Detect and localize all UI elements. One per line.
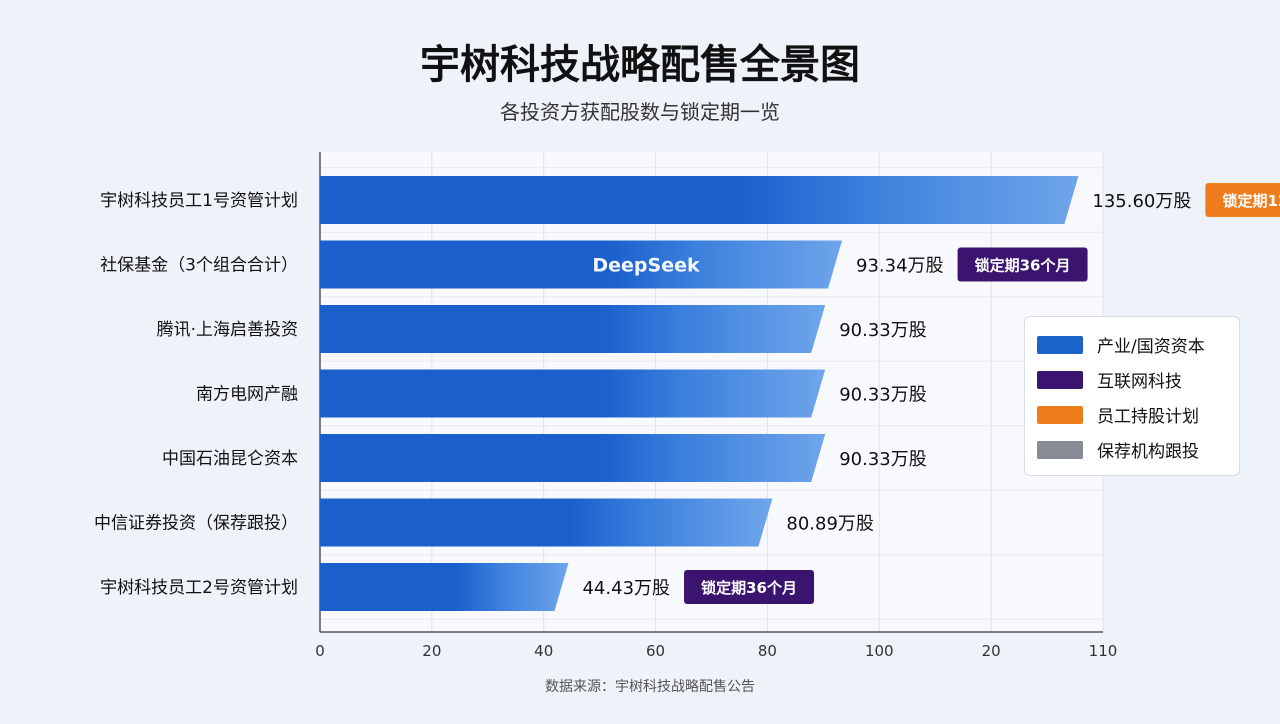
- value-label: 44.43万股: [582, 578, 670, 599]
- value-label: 135.60万股: [1092, 191, 1191, 212]
- lock-period-badge-text: 锁定期36个月: [701, 579, 797, 597]
- legend-swatch: [1037, 405, 1083, 424]
- lock-period-badge-text: 锁定期36个月: [975, 257, 1071, 275]
- watermark-text: DeepSeek: [592, 255, 700, 277]
- bar: [320, 240, 843, 289]
- category-label: 宇树科技员工2号资管计划: [100, 578, 298, 598]
- legend-item: 产业/国资资本: [1037, 327, 1227, 362]
- category-label: 宇树科技员工1号资管计划: [100, 191, 298, 211]
- x-tick-label: 0: [315, 642, 325, 660]
- value-label: 93.34万股: [856, 256, 944, 277]
- legend-label: 保荐机构跟投: [1097, 442, 1199, 462]
- legend-swatch: [1037, 440, 1083, 459]
- lock-period-badge: [957, 247, 1088, 282]
- bar: [320, 563, 569, 611]
- x-tick-label: 60: [646, 642, 665, 660]
- data-source-note: 数据来源：宇树科技战略配售公告: [545, 679, 755, 695]
- x-tick-label: 40: [534, 642, 553, 660]
- x-tick-label: 20: [982, 642, 1001, 660]
- lock-period-badge: [1205, 183, 1280, 217]
- legend-swatch: [1037, 335, 1083, 354]
- value-label: 80.89万股: [786, 514, 874, 535]
- bar: [320, 305, 826, 353]
- category-label: 腾讯·上海启善投资: [157, 320, 298, 340]
- legend-label: 员工持股计划: [1097, 407, 1199, 427]
- value-label: 90.33万股: [839, 385, 927, 406]
- category-label: 社保基金（3个组合合计）: [100, 256, 298, 276]
- category-label: 中信证券投资（保荐跟投）: [94, 514, 298, 534]
- legend-label: 产业/国资资本: [1097, 337, 1205, 357]
- chart-title: 宇树科技战略配售全景图: [420, 42, 860, 88]
- legend-swatch: [1037, 370, 1083, 389]
- bar: [320, 176, 1079, 224]
- lock-period-badge-text: 锁定期12个月: [1222, 192, 1280, 210]
- legend-label: 互联网科技: [1097, 372, 1182, 392]
- category-label: 中国石油昆仑资本: [162, 449, 298, 469]
- lock-period-badge: [684, 570, 815, 604]
- legend-item: 互联网科技: [1037, 362, 1227, 397]
- legend-item: 保荐机构跟投: [1037, 432, 1227, 467]
- legend: 产业/国资资本 互联网科技 员工持股计划 保荐机构跟投: [1024, 316, 1240, 476]
- bar: [320, 498, 773, 547]
- value-label: 90.33万股: [839, 449, 927, 470]
- bar: [320, 434, 826, 482]
- x-tick-label: 100: [865, 642, 894, 660]
- x-tick-label: 20: [422, 642, 441, 660]
- x-tick-label: 110: [1089, 642, 1118, 660]
- category-label: 南方电网产融: [196, 385, 298, 405]
- value-label: 90.33万股: [839, 320, 927, 341]
- x-tick-label: 80: [758, 642, 777, 660]
- chart-subtitle: 各投资方获配股数与锁定期一览: [500, 100, 780, 124]
- legend-item: 员工持股计划: [1037, 397, 1227, 432]
- bar: [320, 369, 826, 418]
